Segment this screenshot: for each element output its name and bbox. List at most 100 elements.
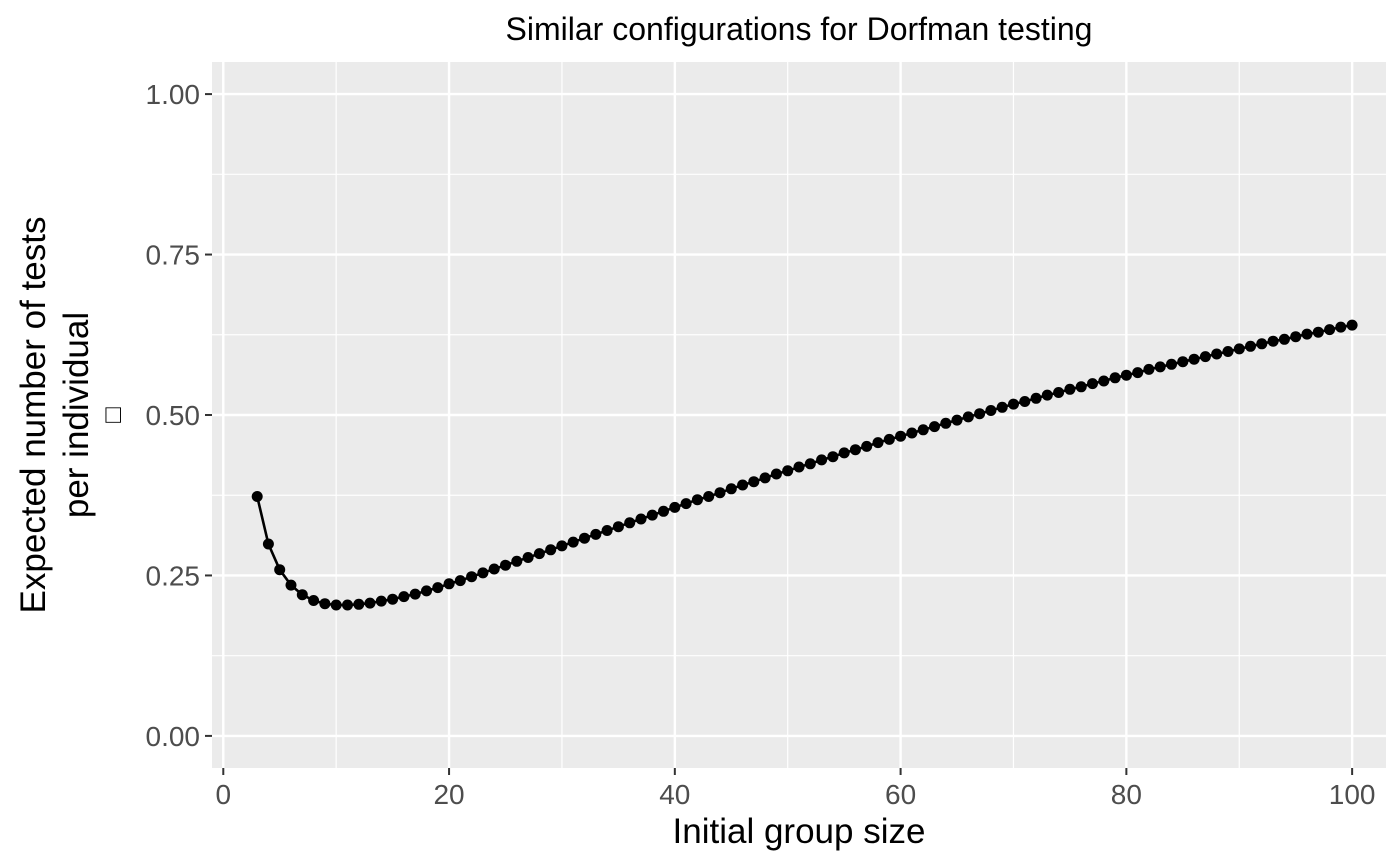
data-point: [274, 564, 286, 576]
data-point: [1166, 358, 1177, 370]
data-point: [1211, 348, 1223, 360]
axes: 0 20 40 60 80 100 0.00 0.25 0.50 0.75 1.00: [146, 79, 1376, 810]
data-point: [816, 454, 828, 466]
data-point: [917, 424, 929, 436]
data-point: [387, 593, 399, 605]
chart-title: Similar configurations for Dorfman testi…: [506, 11, 1093, 47]
data-point: [1278, 333, 1290, 345]
data-point: [691, 494, 703, 506]
data-point: [477, 567, 489, 579]
data-point: [285, 579, 297, 591]
data-point: [748, 476, 760, 488]
data-point: [1188, 353, 1200, 365]
data-point: [985, 405, 997, 416]
data-point: [308, 595, 320, 606]
data-point: [454, 575, 466, 587]
data-point: [962, 411, 974, 423]
data-point: [500, 559, 511, 571]
data-point: [895, 430, 907, 442]
data-point: [319, 598, 331, 610]
data-point: [1312, 326, 1324, 338]
data-point: [1053, 387, 1065, 398]
data-point: [1075, 381, 1087, 393]
data-point: [624, 517, 636, 529]
data-point: [1222, 346, 1234, 357]
y-tick-label: 0.75: [146, 240, 201, 271]
data-point: [669, 501, 681, 513]
data-point: [759, 472, 771, 484]
data-point: [330, 599, 342, 611]
data-point: [1245, 340, 1256, 352]
data-point: [804, 458, 816, 470]
x-tick-label: 0: [215, 779, 231, 810]
data-point: [612, 521, 624, 533]
data-point: [883, 433, 895, 445]
data-point: [793, 461, 805, 473]
data-point: [567, 536, 579, 548]
y-axis-title-line-1: Expected number of tests: [14, 217, 53, 614]
data-point: [1177, 356, 1189, 368]
data-point: [703, 491, 715, 502]
y-axis-title-symbol: □: [97, 407, 127, 423]
data-point: [782, 465, 794, 477]
x-tick-label: 40: [659, 779, 690, 810]
data-point: [929, 421, 940, 433]
data-point: [680, 498, 692, 510]
data-point: [1064, 383, 1076, 395]
data-point: [1087, 378, 1098, 390]
y-tick-label: 1.00: [146, 79, 201, 110]
data-point: [906, 427, 918, 439]
data-point: [1098, 375, 1110, 387]
data-point: [488, 563, 500, 575]
x-tick-label: 80: [1111, 779, 1142, 810]
data-point: [951, 414, 963, 426]
data-point: [996, 401, 1008, 413]
x-tick-label: 20: [433, 779, 464, 810]
data-point: [658, 505, 669, 517]
data-point: [296, 589, 308, 601]
data-point: [1199, 351, 1211, 363]
y-tick-label: 0.00: [146, 721, 201, 752]
data-point: [545, 544, 557, 556]
data-point: [974, 408, 986, 420]
data-point: [579, 532, 590, 544]
data-point: [737, 479, 749, 491]
data-point: [940, 417, 952, 429]
data-point: [364, 597, 376, 609]
data-point: [861, 440, 873, 452]
data-point: [262, 538, 274, 550]
data-point: [432, 582, 444, 594]
data-point: [590, 528, 602, 540]
data-point: [872, 437, 884, 449]
y-tick-label: 0.50: [146, 400, 201, 431]
data-point: [1256, 338, 1268, 350]
data-point: [1335, 321, 1347, 333]
data-point: [398, 591, 410, 603]
data-series: [251, 319, 1358, 611]
data-point: [251, 491, 263, 502]
y-axis-title: Expected number of tests per individual …: [14, 217, 127, 614]
data-point: [533, 548, 545, 560]
data-point: [1154, 361, 1166, 373]
data-point: [511, 555, 523, 567]
data-point: [1030, 392, 1042, 404]
data-point: [556, 540, 568, 552]
grid-lines: [212, 62, 1386, 768]
data-point: [770, 468, 782, 480]
data-point: [1301, 328, 1313, 340]
data-point: [646, 509, 658, 521]
data-point: [1008, 398, 1019, 410]
y-tick-label: 0.25: [146, 560, 201, 591]
data-point: [409, 588, 421, 600]
data-point: [635, 513, 647, 525]
data-point: [1132, 367, 1144, 379]
data-point: [1233, 343, 1245, 355]
data-point: [1290, 331, 1302, 343]
data-point: [1324, 324, 1336, 336]
data-point: [443, 578, 455, 590]
data-point: [522, 552, 534, 563]
x-axis-title: Initial group size: [673, 812, 926, 851]
data-point: [849, 444, 861, 456]
data-point: [714, 487, 726, 499]
